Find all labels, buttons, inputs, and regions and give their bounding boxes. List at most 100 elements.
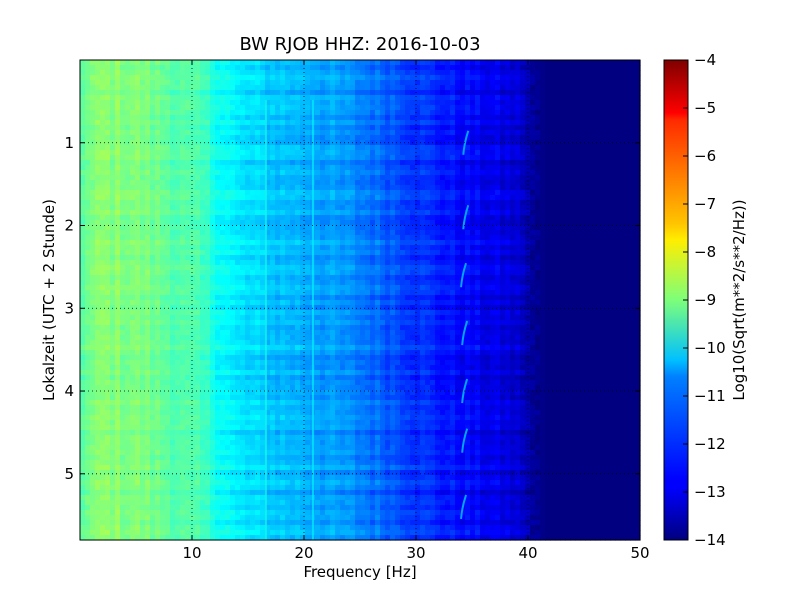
heatmap-cell [255, 195, 261, 201]
heatmap-cell [155, 275, 161, 281]
heatmap-cell [85, 145, 91, 151]
heatmap-cell [300, 165, 306, 171]
heatmap-cell [325, 250, 331, 256]
heatmap-cell [365, 220, 371, 226]
heatmap-cell [95, 245, 101, 251]
heatmap-cell [625, 165, 631, 171]
heatmap-cell [590, 145, 596, 151]
heatmap-cell [545, 155, 551, 161]
heatmap-cell [150, 75, 156, 81]
heatmap-cell [115, 170, 121, 176]
heatmap-cell [265, 185, 271, 191]
heatmap-cell [305, 115, 311, 121]
heatmap-cell [155, 65, 161, 71]
heatmap-cell [635, 160, 641, 166]
heatmap-cell [440, 100, 446, 106]
heatmap-cell [540, 175, 546, 181]
heatmap-cell [550, 155, 556, 161]
heatmap-cell [175, 85, 181, 91]
heatmap-cell [275, 240, 281, 246]
heatmap-cell [320, 225, 326, 231]
heatmap-cell [345, 205, 351, 211]
heatmap-cell [355, 200, 361, 206]
heatmap-cell [415, 165, 421, 171]
heatmap-cell [345, 250, 351, 256]
heatmap-cell [345, 60, 351, 66]
heatmap-cell [465, 125, 471, 131]
heatmap-cell [345, 265, 351, 271]
heatmap-cell [120, 220, 126, 226]
heatmap-cell [460, 90, 466, 96]
heatmap-cell [445, 155, 451, 161]
heatmap-cell [250, 155, 256, 161]
heatmap-cell [180, 80, 186, 86]
heatmap-cell [180, 215, 186, 221]
heatmap-cell [395, 140, 401, 146]
heatmap-cell [265, 255, 271, 261]
heatmap-cell [465, 165, 471, 171]
heatmap-cell [575, 170, 581, 176]
heatmap-cell [600, 225, 606, 231]
heatmap-cell [595, 225, 601, 231]
heatmap-cell [615, 80, 621, 86]
heatmap-cell [130, 155, 136, 161]
heatmap-cell [395, 130, 401, 136]
heatmap-cell [325, 220, 331, 226]
heatmap-cell [260, 240, 266, 246]
heatmap-cell [530, 185, 536, 191]
heatmap-cell [390, 110, 396, 116]
heatmap-cell [430, 70, 436, 76]
heatmap-cell [410, 165, 416, 171]
heatmap-cell [185, 135, 191, 141]
heatmap-cell [215, 115, 221, 121]
heatmap-cell [480, 105, 486, 111]
heatmap-cell [375, 200, 381, 206]
heatmap-cell [510, 180, 516, 186]
heatmap-cell [490, 150, 496, 156]
heatmap-cell [485, 175, 491, 181]
heatmap-cell [175, 215, 181, 221]
heatmap-cell [450, 245, 456, 251]
heatmap-cell [425, 210, 431, 216]
heatmap-cell [285, 185, 291, 191]
heatmap-cell [90, 135, 96, 141]
heatmap-cell [410, 95, 416, 101]
heatmap-cell [355, 65, 361, 71]
heatmap-cell [105, 155, 111, 161]
heatmap-cell [220, 185, 226, 191]
heatmap-cell [455, 80, 461, 86]
heatmap-cell [615, 160, 621, 166]
heatmap-cell [340, 170, 346, 176]
heatmap-cell [605, 90, 611, 96]
heatmap-cell [100, 240, 106, 246]
heatmap-cell [245, 105, 251, 111]
heatmap-cell [90, 190, 96, 196]
heatmap-cell [595, 90, 601, 96]
heatmap-cell [100, 70, 106, 76]
heatmap-cell [540, 235, 546, 241]
heatmap-cell [355, 100, 361, 106]
heatmap-cell [565, 190, 571, 196]
heatmap-cell [630, 190, 636, 196]
heatmap-cell [145, 260, 151, 266]
heatmap-cell [105, 110, 111, 116]
heatmap-cell [175, 90, 181, 96]
heatmap-cell [110, 60, 116, 66]
heatmap-cell [425, 165, 431, 171]
heatmap-cell [325, 190, 331, 196]
heatmap-cell [170, 255, 176, 261]
heatmap-cell [210, 235, 216, 241]
heatmap-cell [520, 180, 526, 186]
heatmap-cell [475, 115, 481, 121]
heatmap-cell [490, 95, 496, 101]
heatmap-cell [490, 145, 496, 151]
heatmap-cell [240, 140, 246, 146]
heatmap-cell [515, 235, 521, 241]
heatmap-cell [365, 240, 371, 246]
heatmap-cell [370, 265, 376, 271]
heatmap-cell [270, 270, 276, 276]
heatmap-cell [595, 105, 601, 111]
heatmap-cell [395, 85, 401, 91]
heatmap-cell [325, 225, 331, 231]
heatmap-cell [125, 110, 131, 116]
